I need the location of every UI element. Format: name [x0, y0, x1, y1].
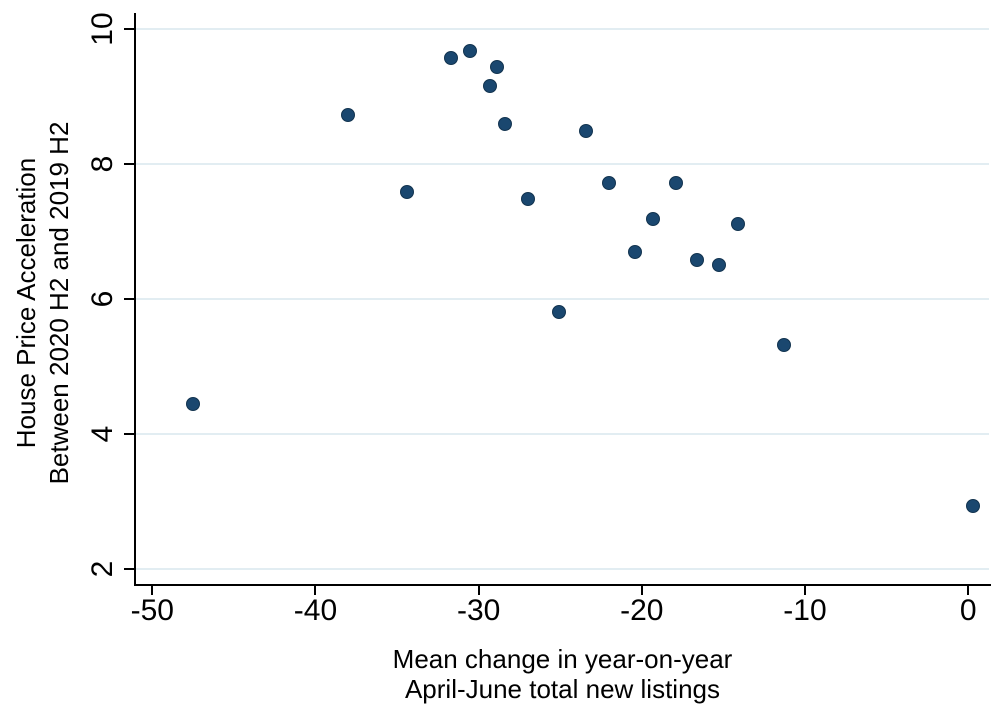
- data-point: [646, 211, 661, 226]
- y-tick-label: 4: [86, 425, 119, 443]
- data-point: [690, 253, 705, 268]
- x-tick: [477, 586, 480, 595]
- y-tick: [124, 298, 134, 301]
- x-tick: [967, 586, 970, 595]
- x-tick: [151, 586, 154, 595]
- data-point: [483, 78, 498, 93]
- data-point: [551, 304, 566, 319]
- x-axis-title-line2: April-June total new listings: [404, 674, 721, 704]
- y-tick: [124, 163, 134, 166]
- data-point: [399, 184, 414, 199]
- x-tick-label: 0: [959, 594, 977, 627]
- data-point: [520, 191, 535, 206]
- y-tick-label: 2: [86, 560, 119, 578]
- y-tick: [124, 28, 134, 31]
- data-point: [489, 59, 504, 74]
- data-point: [628, 244, 643, 259]
- data-point: [711, 257, 726, 272]
- y-tick-label: 10: [86, 12, 119, 46]
- x-tick-label: -10: [783, 594, 827, 627]
- y-axis-title: House Price Acceleration Between 2020 H2…: [10, 3, 76, 603]
- x-tick: [314, 586, 317, 595]
- plot-area: 2 4 6 8 10 -50 -40 -30 -20 -10 0: [86, 13, 991, 626]
- data-point: [602, 176, 617, 191]
- data-point: [443, 51, 458, 66]
- x-tick-label: -50: [130, 594, 174, 627]
- data-point: [341, 107, 356, 122]
- data-point: [579, 124, 594, 139]
- data-point: [186, 397, 201, 412]
- y-tick-label: 8: [86, 155, 119, 173]
- x-tick-label: -20: [620, 594, 664, 627]
- x-axis-title-line1: Mean change in year-on-year: [392, 644, 733, 674]
- data-point: [669, 176, 684, 191]
- x-tick: [803, 586, 806, 595]
- x-tick-label: -30: [456, 594, 501, 627]
- y-tick: [124, 433, 134, 436]
- y-axis-title-line2: Between 2020 H2 and 2019 H2: [44, 121, 74, 485]
- y-axis-title-line1: House Price Acceleration: [11, 157, 41, 449]
- data-point: [776, 338, 791, 353]
- gridline: [136, 568, 989, 571]
- x-tick-label: -40: [293, 594, 338, 627]
- y-tick-label: 6: [86, 290, 119, 308]
- data-point: [463, 44, 478, 59]
- x-axis-title: Mean change in year-on-year April-June t…: [134, 644, 991, 704]
- x-tick: [640, 586, 643, 595]
- data-point: [497, 117, 512, 132]
- y-tick: [124, 568, 134, 571]
- gridline: [136, 28, 989, 31]
- data-point: [731, 217, 746, 232]
- gridline: [136, 433, 989, 436]
- data-point: [966, 499, 981, 514]
- gridline: [136, 163, 989, 166]
- gridline: [136, 298, 989, 301]
